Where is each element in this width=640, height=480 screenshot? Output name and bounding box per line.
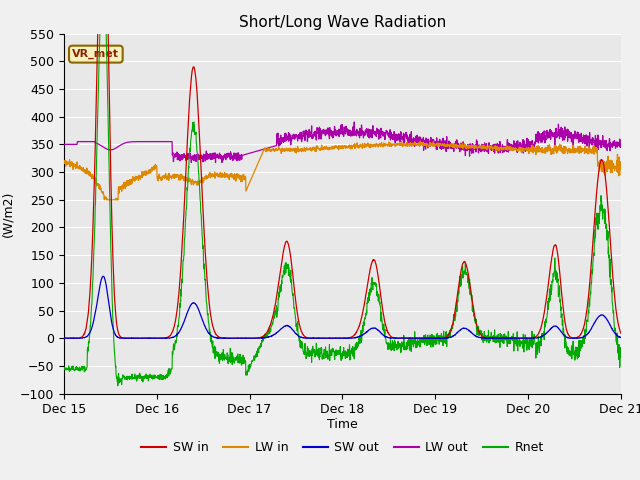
LW out	[88, 139, 96, 144]
SW out	[499, 336, 506, 341]
Legend: SW in, LW in, SW out, LW out, Rnet: SW in, LW in, SW out, LW out, Rnet	[136, 436, 548, 459]
SW out	[60, 336, 68, 341]
LW in	[60, 159, 68, 165]
Rnet	[601, 206, 609, 212]
SW in	[316, 336, 324, 341]
Rnet	[60, 365, 68, 371]
Rnet	[617, 354, 625, 360]
SW out	[88, 323, 96, 329]
SW in	[617, 330, 625, 336]
SW in	[602, 173, 609, 179]
Rnet	[317, 350, 324, 356]
LW in	[316, 147, 324, 153]
LW in	[331, 143, 339, 149]
Line: LW out: LW out	[64, 122, 621, 163]
LW out	[331, 132, 339, 137]
LW out	[212, 160, 220, 166]
LW out	[316, 132, 324, 138]
SW out	[316, 336, 324, 341]
Line: Rnet: Rnet	[64, 0, 621, 386]
LW in	[499, 146, 507, 152]
LW out	[60, 142, 68, 147]
SW out	[331, 335, 339, 341]
LW in	[100, 197, 108, 203]
Line: SW in: SW in	[64, 0, 621, 338]
LW out	[617, 144, 625, 149]
X-axis label: Time: Time	[327, 418, 358, 431]
SW in	[416, 336, 424, 341]
Title: Short/Long Wave Radiation: Short/Long Wave Radiation	[239, 15, 446, 30]
LW out	[602, 144, 609, 150]
SW in	[601, 170, 609, 176]
LW out	[350, 119, 358, 125]
SW out	[617, 335, 625, 340]
LW out	[499, 143, 507, 149]
Line: SW out: SW out	[64, 276, 621, 338]
SW out	[601, 314, 609, 320]
SW in	[88, 239, 96, 245]
Rnet	[602, 216, 609, 222]
LW out	[601, 144, 609, 150]
LW in	[617, 166, 625, 172]
Line: LW in: LW in	[64, 141, 621, 200]
SW in	[331, 336, 339, 341]
LW in	[417, 138, 424, 144]
LW in	[88, 172, 96, 178]
Text: VR_met: VR_met	[72, 49, 119, 59]
SW out	[99, 273, 107, 279]
LW in	[602, 167, 609, 173]
LW in	[601, 159, 609, 165]
Rnet	[499, 336, 507, 342]
SW in	[60, 336, 68, 341]
Y-axis label: (W/m2): (W/m2)	[1, 191, 14, 237]
Rnet	[114, 383, 122, 389]
Rnet	[88, 283, 96, 289]
Rnet	[332, 348, 339, 354]
SW out	[601, 313, 609, 319]
SW in	[499, 336, 507, 341]
